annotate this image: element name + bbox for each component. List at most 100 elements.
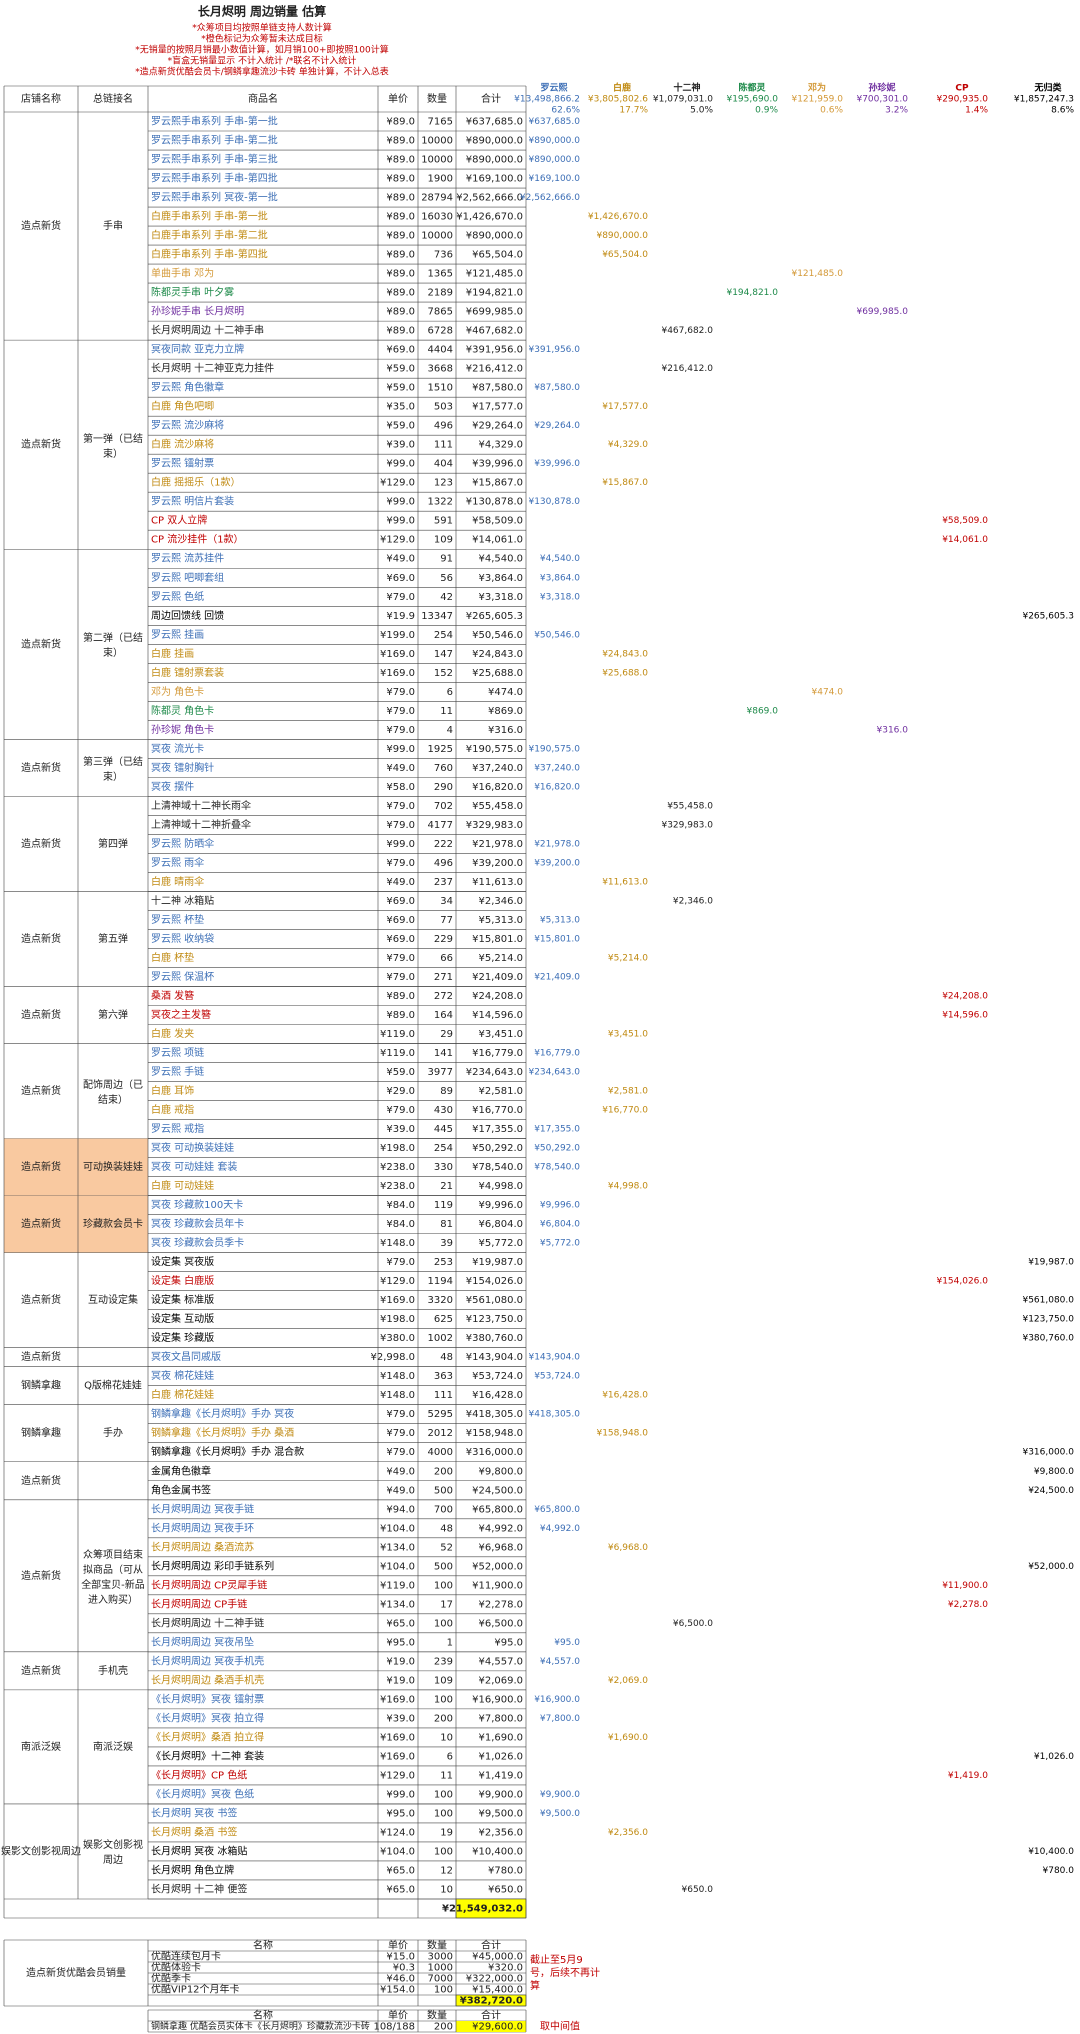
- product-name: 金属角色徽章: [151, 1464, 211, 1477]
- product-name: 罗云熙 色纸: [151, 590, 204, 603]
- quantity: 52: [440, 1542, 453, 1553]
- share: ¥2,278.0: [948, 1600, 988, 1610]
- summary-total: ¥121,959.0: [791, 95, 843, 105]
- category-name: 可动换装娃娃: [83, 1160, 143, 1173]
- share: ¥16,820.0: [534, 782, 580, 792]
- total: ¥95.0: [494, 1637, 523, 1648]
- price: ¥119.0: [380, 1029, 415, 1040]
- share: ¥53,724.0: [534, 1372, 580, 1382]
- total: ¥65,504.0: [472, 250, 523, 261]
- quantity: 1002: [428, 1333, 453, 1344]
- price: ¥89.0: [386, 231, 415, 242]
- total: ¥2,562,666.0: [456, 193, 523, 204]
- price: ¥29.0: [386, 1086, 415, 1097]
- product-name: 陈都灵手串 叶夕雾: [151, 286, 234, 299]
- price: ¥65.0: [386, 1618, 415, 1629]
- quantity: 496: [434, 858, 453, 869]
- price: ¥129.0: [380, 478, 415, 489]
- share: ¥16,428.0: [602, 1391, 648, 1401]
- summary-percent: 0.6%: [820, 106, 843, 116]
- price: ¥99.0: [386, 497, 415, 508]
- store-name: 造点新货: [21, 1084, 61, 1097]
- total: ¥2,356.0: [478, 1827, 523, 1838]
- product-name: 白鹿 棉花娃娃: [151, 1388, 214, 1401]
- total: ¥50,292.0: [472, 1143, 523, 1154]
- quantity: 6: [447, 687, 453, 698]
- share: ¥467,682.0: [661, 326, 713, 336]
- product-name: 长月烬明周边 冥夜手链: [151, 1502, 254, 1515]
- price: ¥104.0: [380, 1561, 415, 1572]
- total: ¥6,804.0: [478, 1219, 523, 1230]
- price: ¥58.0: [386, 782, 415, 793]
- quantity: 109: [434, 535, 453, 546]
- price: ¥69.0: [386, 934, 415, 945]
- share: ¥2,581.0: [608, 1087, 648, 1097]
- share: ¥17,355.0: [534, 1125, 580, 1135]
- product-name: 冥夜同款 亚克力立牌: [151, 343, 244, 356]
- quantity: 141: [434, 1048, 453, 1059]
- summary-name: 无归类: [1033, 82, 1062, 94]
- total: ¥17,355.0: [472, 1124, 523, 1135]
- price: ¥49.0: [386, 1466, 415, 1477]
- product-name: 长月烬明周边 十二神手链: [151, 1616, 264, 1629]
- price: ¥169.0: [380, 649, 415, 660]
- total: ¥25,688.0: [472, 668, 523, 679]
- column-header: 总链接名: [93, 92, 133, 105]
- share: ¥561,080.0: [1022, 1296, 1074, 1306]
- price: ¥238.0: [380, 1162, 415, 1173]
- total: ¥15,867.0: [472, 478, 523, 489]
- product-name: 《长月烬明》冥夜 拍立得: [151, 1711, 264, 1724]
- share: ¥65,504.0: [602, 250, 648, 260]
- share: ¥154,026.0: [936, 1277, 988, 1287]
- price: ¥59.0: [386, 1067, 415, 1078]
- column-header: 单价: [388, 2010, 408, 2022]
- total: ¥2,278.0: [478, 1599, 523, 1610]
- price: ¥69.0: [386, 345, 415, 356]
- price: ¥65.0: [386, 1884, 415, 1895]
- product-name: 罗云熙手串系列 手串-第二批: [151, 134, 278, 147]
- total: ¥637,685.0: [466, 117, 523, 128]
- highlight-cell: [78, 1138, 148, 1196]
- category-box: 第二弹（已结束）: [83, 633, 143, 659]
- share: ¥1,426,670.0: [588, 212, 648, 222]
- category-name: 互动设定集: [88, 1293, 138, 1306]
- total: ¥391,956.0: [466, 345, 523, 356]
- price: ¥95.0: [386, 1637, 415, 1648]
- quantity: 700: [434, 1504, 453, 1515]
- total: ¥4,998.0: [478, 1181, 523, 1192]
- product-name: 冥夜之主发簪: [151, 1008, 211, 1021]
- total: ¥4,329.0: [478, 440, 523, 451]
- share: ¥2,562,666.0: [520, 193, 580, 203]
- price: ¥89.0: [386, 250, 415, 261]
- price: ¥119.0: [380, 1048, 415, 1059]
- price: ¥49.0: [386, 1485, 415, 1496]
- column-header: 数量: [427, 2009, 447, 2022]
- category-name: 第五弹: [98, 932, 128, 945]
- summary-percent: 17.7%: [619, 106, 648, 116]
- total: ¥11,900.0: [472, 1580, 523, 1591]
- summary-name: 十二神: [673, 82, 700, 94]
- column-header: 店铺名称: [21, 92, 61, 105]
- store-name: 造点新货: [21, 1350, 61, 1363]
- share: ¥1,690.0: [608, 1733, 648, 1743]
- share: ¥24,500.0: [1028, 1486, 1074, 1496]
- quantity: 4: [447, 725, 453, 736]
- product-name: 罗云熙手串系列 冥夜-第一批: [151, 191, 278, 204]
- store-name: 造点新货: [21, 837, 61, 850]
- product-name: 钢鳞拿趣 优酷会员实体卡《长月烬明》珍藏款流沙卡砖: [151, 2020, 370, 2032]
- share: ¥15,801.0: [534, 934, 580, 944]
- share: ¥316,000.0: [1022, 1448, 1074, 1458]
- share: ¥2,346.0: [673, 896, 713, 906]
- quantity: 702: [434, 801, 453, 812]
- share: ¥24,208.0: [942, 991, 988, 1001]
- total: ¥3,864.0: [478, 573, 523, 584]
- summary-total: ¥1,857,247.3: [1014, 95, 1074, 105]
- share: ¥1,419.0: [948, 1771, 988, 1781]
- product-name: 设定集 冥夜版: [151, 1255, 214, 1268]
- price: ¥148.0: [380, 1371, 415, 1382]
- store-name: 造点新货: [21, 1474, 61, 1487]
- price: ¥79.0: [386, 1257, 415, 1268]
- quantity: 42: [440, 592, 453, 603]
- price: ¥89.0: [386, 155, 415, 166]
- share: ¥329,983.0: [661, 820, 713, 830]
